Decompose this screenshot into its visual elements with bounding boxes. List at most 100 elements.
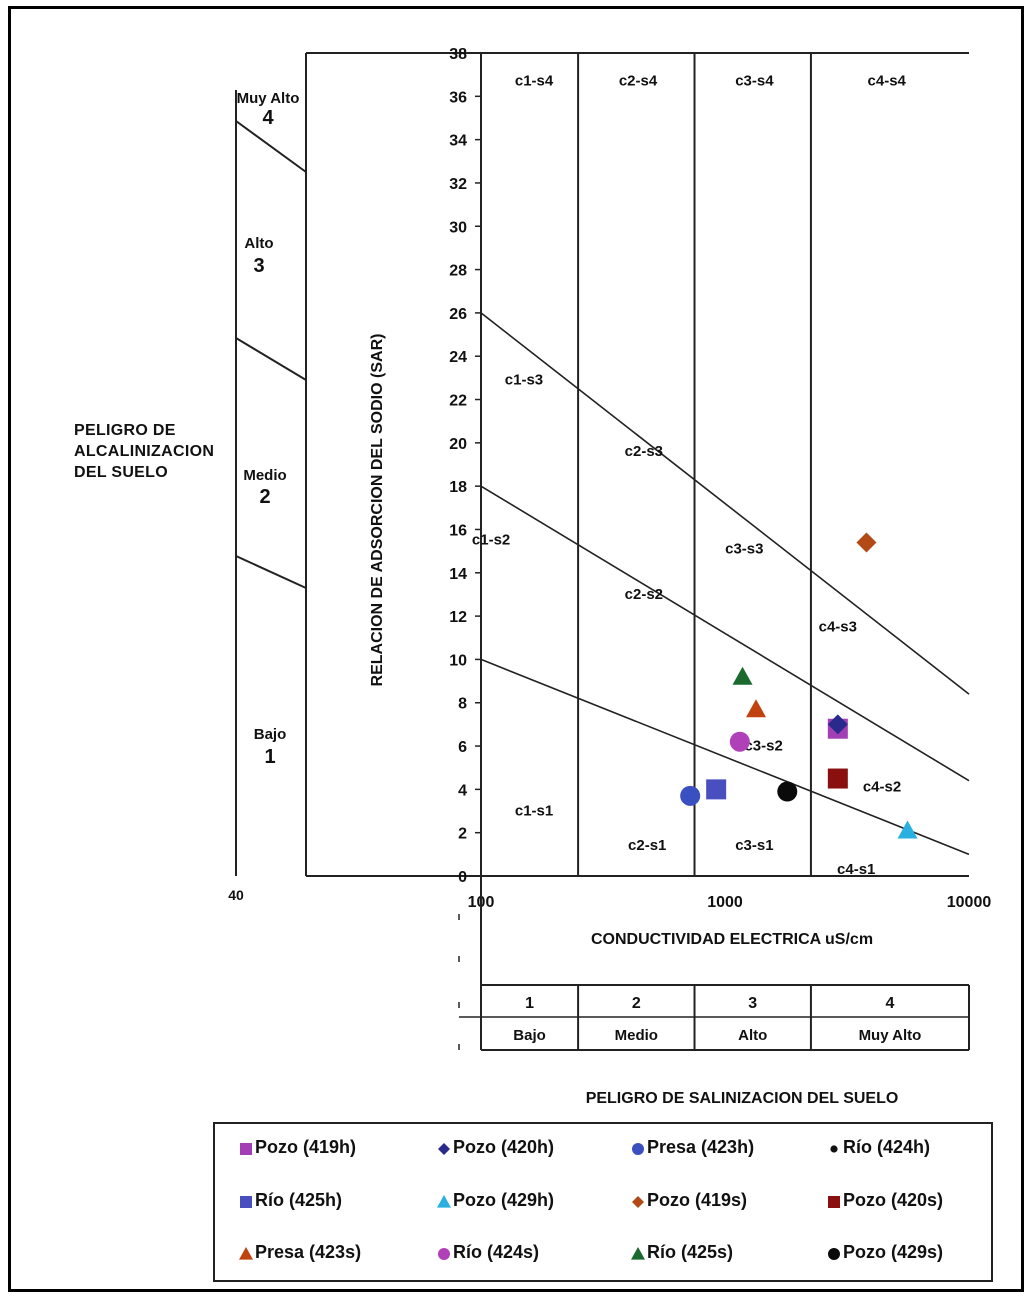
data-point: [729, 731, 750, 752]
legend-marker-shape: [631, 1247, 645, 1260]
legend-label: Pozo (419h): [255, 1136, 357, 1157]
legend-marker-shape: [830, 1145, 838, 1153]
x-tick-label: 1000: [707, 894, 743, 911]
zone-label: c1-s4: [515, 72, 554, 89]
legend-marker: [827, 1193, 841, 1208]
legend-label: Río (424h): [843, 1136, 931, 1157]
legend-marker-shape: [438, 1248, 450, 1260]
salinization-class-name: Bajo: [513, 1027, 546, 1044]
y-tick-label: 2: [458, 826, 467, 843]
alkalinization-class-number: 3: [253, 255, 264, 277]
y-tick-label: 14: [449, 566, 467, 583]
legend-item: Río (424h): [827, 1132, 930, 1162]
legend-label: Pozo (420s): [843, 1189, 944, 1210]
legend-label: Presa (423h): [647, 1136, 755, 1157]
legend-marker: [827, 1245, 841, 1260]
legend-row: Presa (423s) Río (424s) Río (425s) Pozo …: [215, 1237, 991, 1277]
legend-item: Pozo (429s): [827, 1237, 943, 1267]
legend-marker-shape: [240, 1196, 252, 1208]
x-axis-label: CONDUCTIVIDAD ELECTRICA uS/cm: [591, 931, 873, 948]
legend-marker: [631, 1193, 645, 1208]
legend-item: Pozo (420s): [827, 1185, 943, 1215]
y-tick-label: 38: [449, 46, 467, 63]
alkalinization-class-name: Muy Alto: [237, 90, 300, 107]
zone-label: c1-s3: [505, 371, 543, 388]
salinization-title: PELIGRO DE SALINIZACION DEL SUELO: [586, 1090, 899, 1107]
legend-marker-glyph: [632, 1143, 644, 1155]
sodium-hazard-line: [480, 312, 970, 695]
alkalinization-class-name: Medio: [243, 467, 286, 484]
legend-marker-shape: [828, 1196, 840, 1208]
salinization-panel: 1 Bajo 2 Medio 3 Alto 4 Muy Alto PELIGRO DE SALI…: [458, 876, 970, 1107]
legend-label: Pozo (419s): [647, 1189, 748, 1210]
legend-label: Presa (423s): [255, 1241, 362, 1262]
y-axis-label: RELACION DE ADSORCION DEL SODIO (SAR): [369, 334, 386, 687]
data-point: [827, 768, 848, 789]
legend-item: Pozo (419h): [239, 1132, 356, 1162]
legend-marker-glyph: [828, 1196, 840, 1208]
legend-marker: [631, 1245, 645, 1260]
legend-marker: [437, 1193, 451, 1208]
y-tick-label: 20: [449, 436, 467, 453]
y-tick-label: 0: [458, 869, 467, 886]
zone-label: c1-s1: [515, 802, 553, 819]
legend-label: Pozo (420h): [453, 1136, 555, 1157]
legend-item: Río (424s): [437, 1237, 539, 1267]
legend-item: Pozo (419s): [631, 1185, 747, 1215]
y-tick-label: 30: [449, 219, 467, 236]
salinization-class-number: 1: [525, 995, 534, 1012]
axis-tick-label: 40: [228, 887, 244, 903]
zone-label: c3-s1: [735, 837, 773, 854]
legend-row: Pozo (419h) Pozo (420h) Presa (423h) Río…: [215, 1132, 991, 1172]
data-point: [827, 714, 848, 735]
legend-label: Río (425s): [647, 1241, 734, 1262]
zone-label: c4-s1: [837, 861, 875, 878]
legend-label: Río (425h): [255, 1189, 343, 1210]
salinization-class-name: Medio: [615, 1027, 658, 1044]
zone-label: c2-s4: [619, 72, 658, 89]
data-point: [706, 779, 727, 800]
legend-marker-glyph: [438, 1143, 450, 1155]
alkalinization-boundary: [235, 337, 307, 381]
zone-label: c2-s1: [628, 837, 666, 854]
salinization-class-number: 2: [632, 995, 641, 1012]
zone-label: c1-s2: [472, 532, 510, 549]
legend-marker: [239, 1140, 253, 1155]
data-points: [680, 532, 918, 839]
y-tick-label: 10: [449, 652, 467, 669]
zone-label: c3-s2: [744, 737, 782, 754]
data-point: [732, 666, 753, 685]
legend-marker-glyph: [632, 1196, 644, 1208]
data-point: [777, 781, 798, 802]
y-tick-label: 22: [449, 393, 467, 410]
zone-label: c3-s3: [725, 540, 763, 557]
legend-marker-glyph: [240, 1196, 252, 1208]
data-point: [856, 532, 877, 553]
legend-marker: [437, 1245, 451, 1260]
legend-label: Río (424s): [453, 1241, 540, 1262]
legend-marker-glyph: [828, 1248, 840, 1260]
legend-label: Pozo (429s): [843, 1241, 944, 1262]
y-tick-label: 16: [449, 522, 467, 539]
alkalinization-boundary: [235, 555, 307, 589]
legend-marker: [239, 1245, 253, 1260]
alkalinization-class-number: 1: [264, 746, 275, 768]
zone-label: c4-s3: [819, 618, 857, 635]
salinization-class-number: 4: [886, 995, 895, 1012]
legend-marker-shape: [240, 1143, 252, 1155]
zone-label: c2-s2: [625, 586, 663, 603]
legend-marker-glyph: [438, 1248, 450, 1260]
legend-marker-shape: [632, 1196, 644, 1208]
y-tick-label: 12: [449, 609, 467, 626]
legend-row: Río (425h) Pozo (429h) Pozo (419s) Pozo …: [215, 1185, 991, 1225]
data-point: [746, 699, 767, 718]
legend-item: Río (425s): [631, 1237, 733, 1267]
y-tick-label: 36: [449, 89, 467, 106]
alkalinization-title: PELIGRO DE ALCALINIZACION DEL SUELO: [74, 422, 215, 481]
legend-marker: [631, 1140, 645, 1155]
alkalinization-class-number: 4: [262, 107, 274, 129]
y-tick-label: 34: [449, 133, 467, 150]
salinization-class-number: 3: [748, 995, 757, 1012]
